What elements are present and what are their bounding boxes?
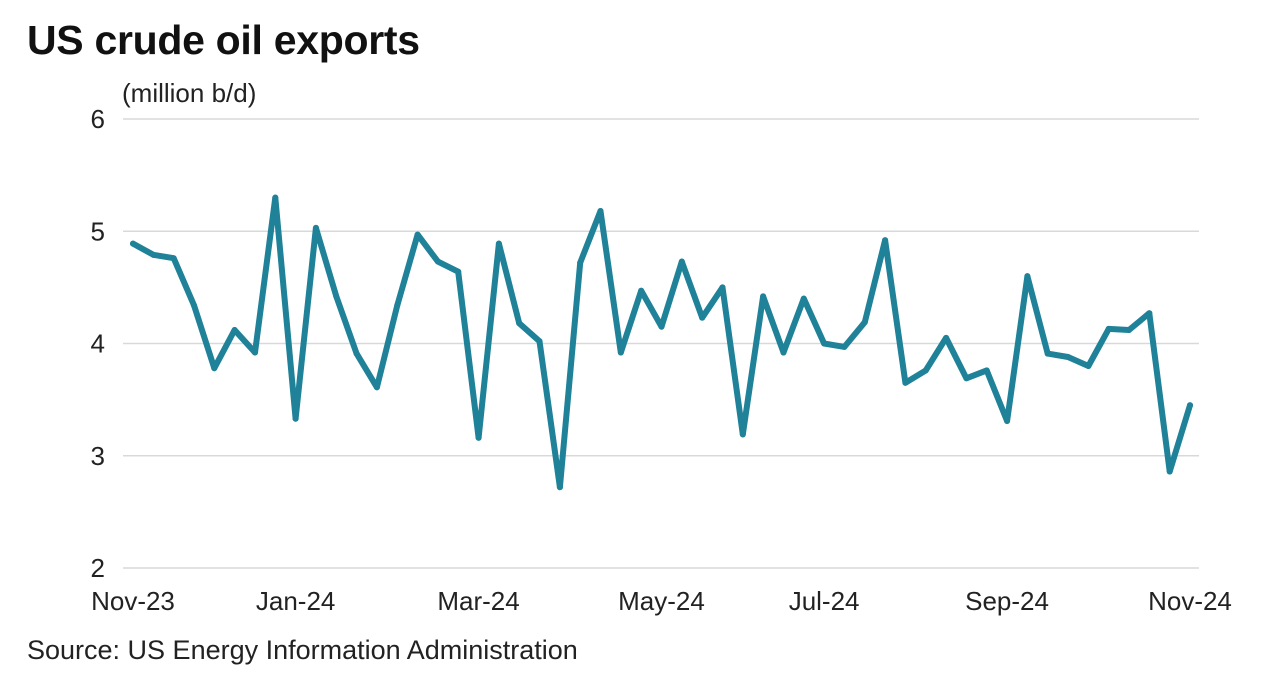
data-point <box>373 384 380 391</box>
gridlines <box>123 118 1199 569</box>
data-point <box>150 251 157 258</box>
data-point <box>251 349 258 356</box>
data-point <box>231 327 238 334</box>
data-point <box>333 293 340 300</box>
y-axis-ticks: 6 5 4 3 2 <box>91 104 105 583</box>
y-tick-label: 4 <box>91 329 105 359</box>
data-point <box>963 375 970 382</box>
data-point <box>760 293 767 300</box>
data-point <box>983 367 990 374</box>
data-point <box>1024 273 1031 280</box>
y-tick-label: 2 <box>91 553 105 583</box>
data-point <box>170 255 177 262</box>
data-point <box>638 287 645 294</box>
data-point <box>678 258 685 265</box>
x-tick-label: Sep-24 <box>965 586 1049 616</box>
data-point <box>922 367 929 374</box>
data-point <box>1187 402 1193 409</box>
data-point <box>1146 310 1153 317</box>
data-point <box>943 334 950 341</box>
source-note: Source: US Energy Information Administra… <box>27 635 578 665</box>
data-point <box>800 295 807 302</box>
y-tick-label: 3 <box>91 441 105 471</box>
y-tick-label: 5 <box>91 216 105 246</box>
data-point <box>1126 327 1133 334</box>
data-point <box>902 379 909 386</box>
data-point <box>272 194 279 201</box>
data-point <box>841 343 848 350</box>
data-point <box>1065 353 1072 360</box>
data-point <box>495 240 502 247</box>
data-point <box>821 340 828 347</box>
series-line <box>130 194 1193 491</box>
chart-title: US crude oil exports <box>27 17 420 63</box>
data-point <box>556 484 563 491</box>
y-tick-label: 6 <box>91 104 105 134</box>
data-point <box>516 320 523 327</box>
data-point <box>536 338 543 345</box>
data-point <box>130 240 136 247</box>
x-axis-ticks: Nov-23 Jan-24 Mar-24 May-24 Jul-24 Sep-24 Nov-… <box>91 586 1232 616</box>
data-point <box>617 349 624 356</box>
data-point <box>1085 362 1092 369</box>
x-tick-label: Jan-24 <box>256 586 336 616</box>
data-point <box>353 350 360 357</box>
data-point <box>780 349 787 356</box>
data-point <box>597 208 604 215</box>
data-point <box>434 258 441 265</box>
data-point <box>1004 417 1011 424</box>
data-point <box>577 259 584 266</box>
series-group <box>130 194 1193 491</box>
data-point <box>455 268 462 275</box>
data-point <box>1044 350 1051 357</box>
data-point <box>394 302 401 309</box>
x-tick-label: Nov-23 <box>91 586 175 616</box>
data-point <box>861 319 868 326</box>
data-point <box>699 314 706 321</box>
data-point <box>719 284 726 291</box>
data-point <box>312 224 319 231</box>
data-point <box>211 365 218 372</box>
y-axis-unit-label: (million b/d) <box>122 78 257 108</box>
data-point <box>882 237 889 244</box>
data-point <box>190 302 197 309</box>
x-tick-label: Jul-24 <box>789 586 860 616</box>
data-point <box>1105 325 1112 332</box>
data-point <box>414 231 421 238</box>
x-tick-label: Nov-24 <box>1148 586 1232 616</box>
data-point <box>475 434 482 441</box>
data-point <box>739 431 746 438</box>
data-point <box>658 323 665 330</box>
x-tick-label: Mar-24 <box>437 586 519 616</box>
data-point <box>1166 468 1173 475</box>
x-tick-label: May-24 <box>618 586 705 616</box>
data-point <box>292 415 299 422</box>
